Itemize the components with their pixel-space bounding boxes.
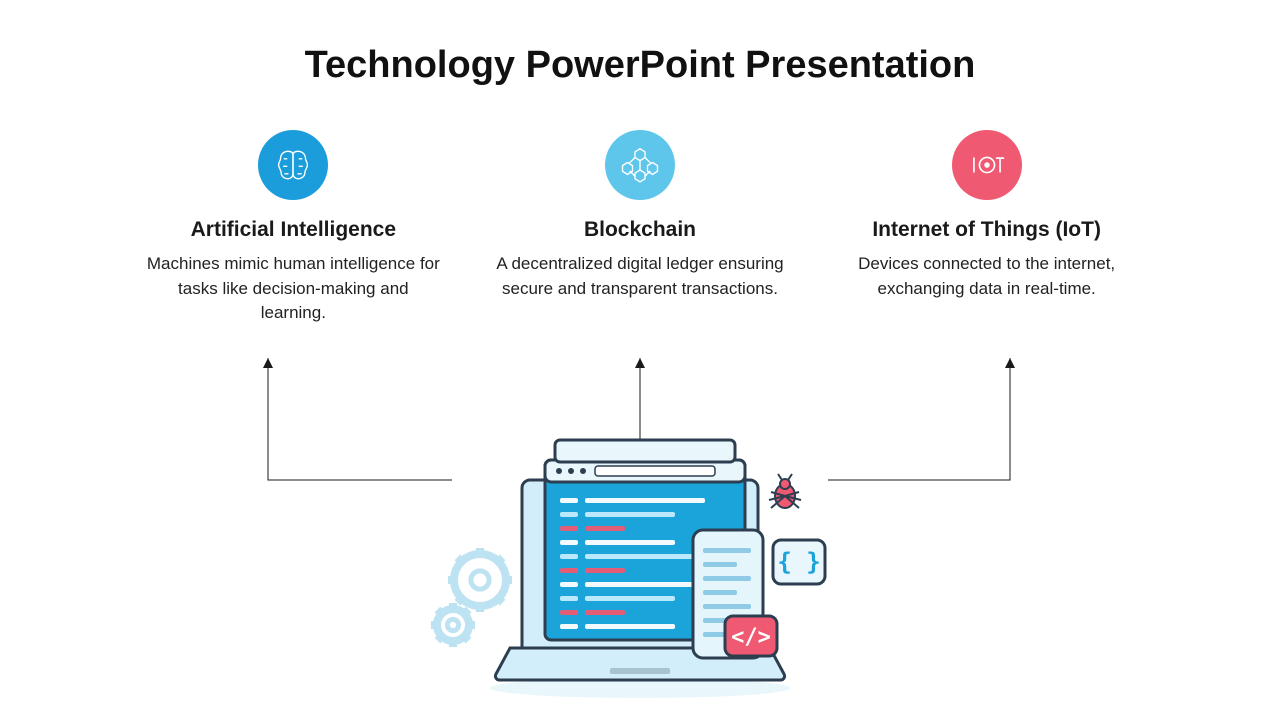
column-iot-desc: Devices connected to the internet, excha… xyxy=(837,252,1137,301)
slide-root: Technology PowerPoint Presentation Artif… xyxy=(0,0,1280,720)
column-iot: Internet of Things (IoT) Devices connect… xyxy=(837,130,1137,326)
slide-title: Technology PowerPoint Presentation xyxy=(0,44,1280,87)
svg-text:{ }: { } xyxy=(777,548,820,576)
column-blockchain-heading: Blockchain xyxy=(584,218,696,242)
column-blockchain-desc: A decentralized digital ledger ensuring … xyxy=(490,252,790,301)
column-iot-heading: Internet of Things (IoT) xyxy=(872,218,1101,242)
column-ai-heading: Artificial Intelligence xyxy=(191,218,396,242)
iot-icon xyxy=(952,130,1022,200)
column-blockchain: Blockchain A decentralized digital ledge… xyxy=(490,130,790,326)
brain-icon xyxy=(258,130,328,200)
column-ai-desc: Machines mimic human intelligence for ta… xyxy=(143,252,443,326)
blockchain-icon xyxy=(605,130,675,200)
columns-row: Artificial Intelligence Machines mimic h… xyxy=(0,130,1280,326)
column-ai: Artificial Intelligence Machines mimic h… xyxy=(143,130,443,326)
svg-text:</>: </> xyxy=(731,625,771,650)
tech-illustration: </> { } xyxy=(425,420,855,700)
